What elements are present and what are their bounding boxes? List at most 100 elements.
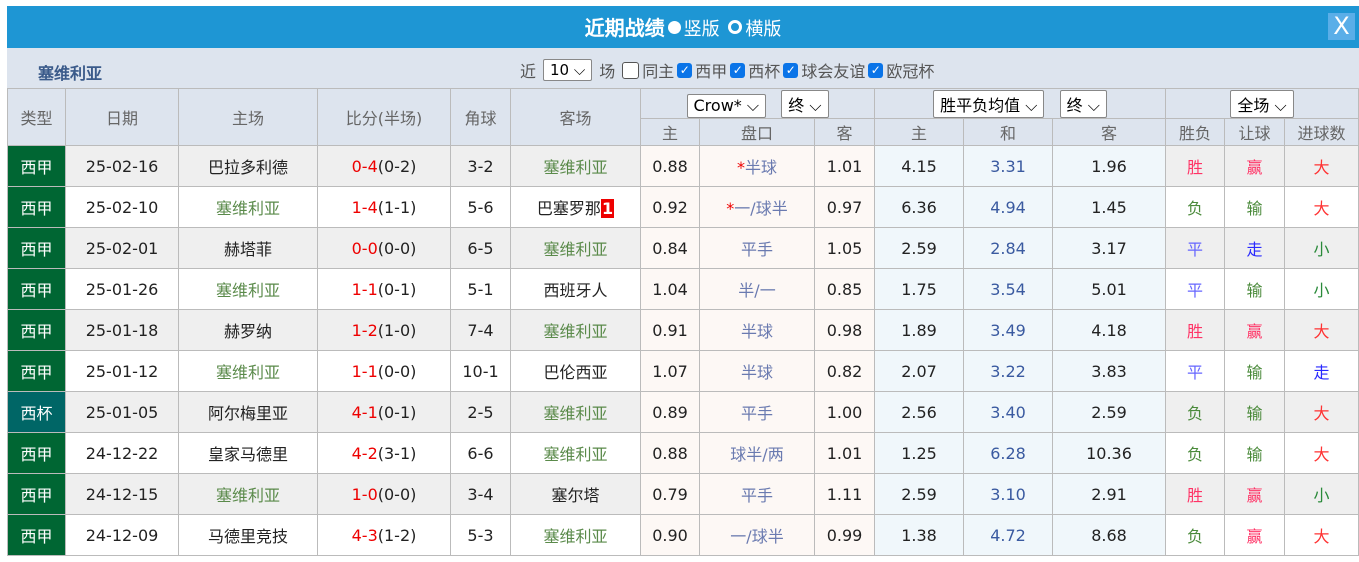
- handicap-result: 输: [1224, 350, 1285, 392]
- home-team: 皇家马德里: [178, 432, 318, 474]
- results-table: 类型 日期 主场 比分(半场) 角球 客场 Crow* ⌵ 终 ⌵ 胜平负均值 …: [7, 88, 1359, 556]
- score: 0-0(0-0): [317, 227, 451, 269]
- table-row[interactable]: 西甲 25-02-01 赫塔菲 0-0(0-0) 6-5 塞维利亚 0.84 平手 1.05 2.…: [7, 227, 1359, 269]
- subheader: 胜负: [1165, 118, 1225, 146]
- away-team: 塞维利亚: [510, 309, 641, 351]
- period-select[interactable]: 全场 ⌵: [1230, 89, 1294, 118]
- table-row[interactable]: 西甲 24-12-09 马德里竞技 4-3(1-2) 5-3 塞维利亚 0.90 一/球半 0.…: [7, 514, 1359, 556]
- score: 4-3(1-2): [317, 514, 451, 556]
- radio-horizontal[interactable]: [728, 20, 743, 34]
- home-team: 阿尔梅里亚: [178, 391, 318, 433]
- over-under-result: 大: [1284, 145, 1359, 187]
- table-row[interactable]: 西甲 25-02-16 巴拉多利德 0-4(0-2) 3-2 塞维利亚 0.88 *半球 1.0…: [7, 145, 1359, 187]
- handicap: 平手: [699, 473, 815, 515]
- asian-time-select[interactable]: 终 ⌵: [781, 89, 829, 118]
- euro-draw-odds: 3.22: [963, 350, 1053, 392]
- handicap-result: 输: [1224, 432, 1285, 474]
- score: 4-1(0-1): [317, 391, 451, 433]
- match-type: 西甲: [7, 350, 66, 392]
- subheader: 客: [814, 118, 875, 146]
- radio-vertical-label[interactable]: 竖版: [683, 19, 720, 40]
- handicap-result: 走: [1224, 227, 1285, 269]
- col-date: 日期: [65, 88, 179, 146]
- table-row[interactable]: 西甲 25-02-10 塞维利亚 1-4(1-1) 5-6 巴塞罗那1 0.92 *一/球半 0…: [7, 186, 1359, 228]
- away-team: 塞维利亚: [510, 391, 641, 433]
- match-date: 25-02-01: [65, 227, 179, 269]
- copa-label: 西杯: [748, 62, 781, 81]
- match-type: 西甲: [7, 514, 66, 556]
- away-team: 塞维利亚: [510, 432, 641, 474]
- home-team: 塞维利亚: [178, 473, 318, 515]
- euro-draw-odds: 3.54: [963, 268, 1053, 310]
- score: 1-1(0-1): [317, 268, 451, 310]
- corners: 10-1: [450, 350, 511, 392]
- result: 平: [1165, 268, 1225, 310]
- close-icon[interactable]: X: [1328, 13, 1355, 40]
- home-team: 塞维利亚: [178, 350, 318, 392]
- table-row[interactable]: 西甲 24-12-15 塞维利亚 1-0(0-0) 3-4 塞尔塔 0.79 平手 1.11 2.…: [7, 473, 1359, 515]
- match-type: 西甲: [7, 145, 66, 187]
- corners: 7-4: [450, 309, 511, 351]
- match-count-select[interactable]: 10 ⌵: [543, 59, 593, 81]
- table-row[interactable]: 西甲 25-01-18 赫罗纳 1-2(1-0) 7-4 塞维利亚 0.91 半球 0.98 1.…: [7, 309, 1359, 351]
- table-row[interactable]: 西杯 25-01-05 阿尔梅里亚 4-1(0-1) 2-5 塞维利亚 0.89 平手 1.00…: [7, 391, 1359, 433]
- laliga-label: 西甲: [695, 62, 728, 81]
- over-under-result: 大: [1284, 432, 1359, 474]
- over-under-result: 大: [1284, 309, 1359, 351]
- asian-company-select[interactable]: Crow* ⌵: [686, 93, 766, 118]
- score: 1-4(1-1): [317, 186, 451, 228]
- table-row[interactable]: 西甲 24-12-22 皇家马德里 4-2(3-1) 6-6 塞维利亚 0.88 球半/两 1.…: [7, 432, 1359, 474]
- euro-away-odds: 4.18: [1052, 309, 1166, 351]
- euro-company-select[interactable]: 胜平负均值 ⌵: [933, 89, 1045, 118]
- table-row[interactable]: 西甲 25-01-12 塞维利亚 1-1(0-0) 10-1 巴伦西亚 1.07 半球 0.82…: [7, 350, 1359, 392]
- title-bar: 近期战绩 竖版 横版 X: [7, 6, 1359, 48]
- team-name: 塞维利亚: [38, 64, 103, 83]
- checkbox-laliga[interactable]: ✓: [677, 62, 693, 78]
- near-label: 近: [520, 62, 537, 81]
- result: 胜: [1165, 145, 1225, 187]
- asian-away-odds: 0.85: [814, 268, 875, 310]
- euro-draw-odds: 3.49: [963, 309, 1053, 351]
- euro-home-odds: 6.36: [874, 186, 964, 228]
- same-home-label: 同主: [642, 62, 675, 81]
- table-row[interactable]: 西甲 25-01-26 塞维利亚 1-1(0-1) 5-1 西班牙人 1.04 半/一 0.85…: [7, 268, 1359, 310]
- match-type: 西甲: [7, 268, 66, 310]
- result: 负: [1165, 391, 1225, 433]
- checkbox-ucl[interactable]: ✓: [868, 62, 884, 78]
- subheader: 客: [1052, 118, 1166, 146]
- away-team: 塞尔塔: [510, 473, 641, 515]
- euro-draw-odds: 4.72: [963, 514, 1053, 556]
- corners: 6-6: [450, 432, 511, 474]
- col-score: 比分(半场): [317, 88, 451, 146]
- same-home-checkbox[interactable]: [622, 61, 640, 79]
- handicap: 球半/两: [699, 432, 815, 474]
- handicap: 一/球半: [699, 514, 815, 556]
- asian-home-odds: 1.04: [640, 268, 700, 310]
- away-team: 西班牙人: [510, 268, 641, 310]
- asian-away-odds: 0.97: [814, 186, 875, 228]
- euro-draw-odds: 3.40: [963, 391, 1053, 433]
- score: 1-2(1-0): [317, 309, 451, 351]
- euro-home-odds: 1.25: [874, 432, 964, 474]
- radio-vertical[interactable]: [667, 21, 681, 34]
- handicap-result: 输: [1224, 186, 1285, 228]
- handicap-result: 输: [1224, 391, 1285, 433]
- match-type: 西甲: [7, 227, 66, 269]
- asian-away-odds: 1.01: [814, 432, 875, 474]
- radio-horizontal-label[interactable]: 横版: [745, 19, 782, 40]
- result: 胜: [1165, 473, 1225, 515]
- home-team: 巴拉多利德: [178, 145, 318, 187]
- euro-home-odds: 1.89: [874, 309, 964, 351]
- score: 4-2(3-1): [317, 432, 451, 474]
- home-team: 赫塔菲: [178, 227, 318, 269]
- euro-time-select[interactable]: 终 ⌵: [1059, 89, 1107, 118]
- checkbox-copa[interactable]: ✓: [730, 62, 746, 78]
- euro-draw-odds: 4.94: [963, 186, 1053, 228]
- handicap: 半球: [699, 309, 815, 351]
- home-team: 马德里竞技: [178, 514, 318, 556]
- over-under-result: 大: [1284, 186, 1359, 228]
- corners: 5-1: [450, 268, 511, 310]
- panel-title: 近期战绩: [584, 16, 665, 40]
- handicap-result: 输: [1224, 268, 1285, 310]
- checkbox-friendly[interactable]: ✓: [783, 62, 799, 78]
